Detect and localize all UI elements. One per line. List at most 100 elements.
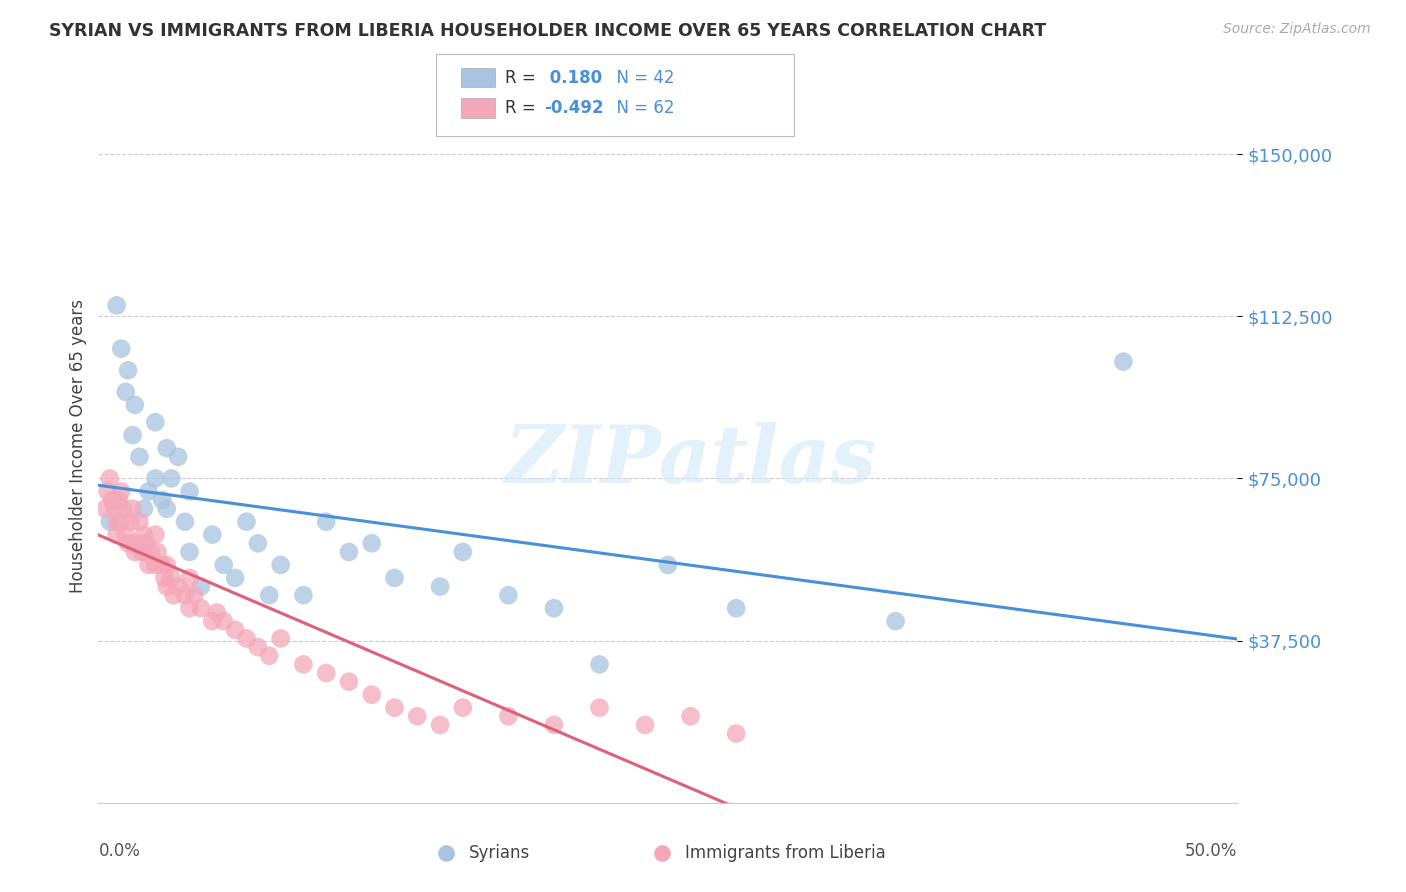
Point [179,545,201,559]
Point [292,588,315,602]
Point [259,648,281,663]
Point [634,718,657,732]
Point [212,614,235,628]
Point [259,588,281,602]
Point [112,501,135,516]
Point [110,515,132,529]
Point [498,709,520,723]
Point [429,718,451,732]
Point [121,501,143,516]
Point [246,640,269,654]
Text: N = 62: N = 62 [606,99,675,117]
Point [360,688,382,702]
Point [160,471,183,485]
Point [110,342,132,356]
Point [167,580,190,594]
Point [190,601,212,615]
Point [114,527,136,541]
Point [110,484,132,499]
Point [429,580,451,594]
Point [105,515,128,529]
Point [94,501,117,516]
Point [179,571,201,585]
Point [139,545,162,559]
Point [183,588,205,602]
Point [167,450,190,464]
Text: 0.180: 0.180 [544,69,602,87]
Point [105,527,128,541]
Point [235,632,257,646]
Text: 50.0%: 50.0% [1185,842,1237,860]
Point [384,700,406,714]
Point [128,536,150,550]
Text: R =: R = [505,69,541,87]
Point [174,588,197,602]
Point [190,580,212,594]
Text: N = 42: N = 42 [606,69,675,87]
Point [114,384,136,399]
Point [153,571,176,585]
Point [360,536,382,550]
Point [121,428,143,442]
Point [337,674,360,689]
Point [588,657,610,672]
Point [131,545,153,559]
Point [132,545,155,559]
Point [384,571,406,585]
Point [105,298,128,312]
Point [246,536,269,550]
Point [138,484,160,499]
Text: Syrians: Syrians [468,844,530,862]
Point [132,501,155,516]
Text: SYRIAN VS IMMIGRANTS FROM LIBERIA HOUSEHOLDER INCOME OVER 65 YEARS CORRELATION C: SYRIAN VS IMMIGRANTS FROM LIBERIA HOUSEH… [49,22,1046,40]
Point [150,493,173,508]
Point [782,796,804,810]
Point [146,545,169,559]
Text: ZIPatlas: ZIPatlas [505,422,877,499]
Text: Source: ZipAtlas.com: Source: ZipAtlas.com [1223,22,1371,37]
Point [150,558,173,572]
Text: -0.492: -0.492 [544,99,603,117]
Point [451,700,474,714]
Point [156,441,179,455]
Point [145,558,167,572]
Point [156,501,179,516]
Point [174,515,197,529]
Point [315,666,337,681]
Point [145,415,167,429]
Point [657,558,679,572]
Point [124,398,146,412]
Point [205,606,228,620]
Point [98,515,121,529]
Point [224,571,246,585]
Point [725,601,748,615]
Point [156,580,179,594]
Point [179,601,201,615]
Point [179,484,201,499]
Point [292,657,315,672]
Point [451,545,474,559]
Point [588,700,610,714]
Point [337,545,360,559]
Point [101,493,124,508]
Point [543,601,565,615]
Point [201,614,224,628]
Y-axis label: Householder Income Over 65 years: Householder Income Over 65 years [69,299,87,593]
Point [160,571,183,585]
Point [108,493,131,508]
Point [128,515,150,529]
Point [212,558,235,572]
Point [543,718,565,732]
Point [138,558,160,572]
Point [406,709,429,723]
Point [145,471,167,485]
Point [270,632,292,646]
Point [103,501,125,516]
Point [128,450,150,464]
Point [201,527,224,541]
Point [884,614,907,628]
Point [315,515,337,529]
Point [117,536,139,550]
Point [270,558,292,572]
Point [132,527,155,541]
